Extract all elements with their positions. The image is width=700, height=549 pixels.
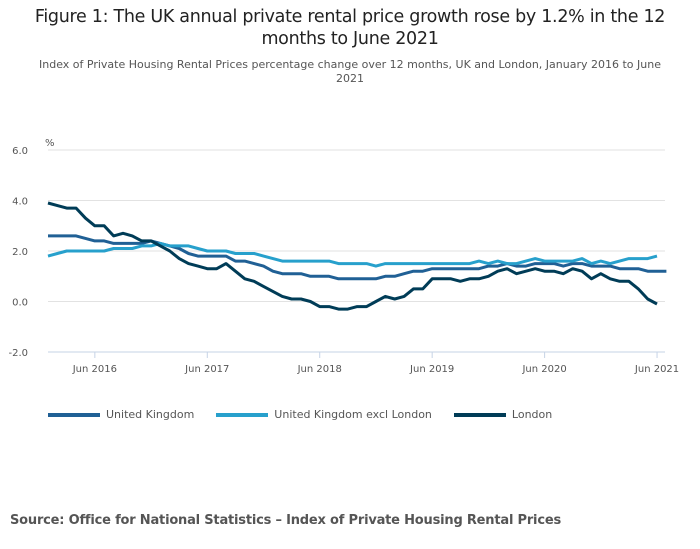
- line-chart: 6.04.02.00.0-2.0 Jun 2016 Jun 2017 Jun 201…: [8, 138, 679, 375]
- chart-subtitle-text: Index of Private Housing Rental Prices p…: [39, 58, 661, 85]
- legend-item-united-kingdom[interactable]: United Kingdom: [48, 408, 194, 421]
- legend-label: United Kingdom: [106, 408, 195, 421]
- chart-subtitle: Index of Private Housing Rental Prices p…: [0, 58, 700, 86]
- x-tick-label: Jun 2021: [634, 364, 679, 375]
- legend-label: United Kingdom excl London: [274, 408, 432, 421]
- legend-swatch: [48, 412, 100, 417]
- y-tick-label: 2.0: [12, 247, 28, 258]
- legend: United Kingdom United Kingdom excl Londo…: [48, 408, 574, 421]
- x-tick-label: Jun 2018: [297, 364, 342, 375]
- x-axis: Jun 2016 Jun 2017 Jun 2018 Jun 2019 Jun 2020…: [72, 352, 679, 375]
- source-note: Source: Office for National Statistics –…: [10, 513, 561, 528]
- legend-item-london[interactable]: London: [453, 408, 553, 421]
- x-tick-label: Jun 2020: [521, 364, 566, 375]
- legend-label: London: [511, 408, 553, 421]
- chart-title: Figure 1: The UK annual private rental p…: [0, 6, 700, 50]
- legend-item-uk-excl-london[interactable]: United Kingdom excl London: [216, 408, 432, 421]
- legend-swatch: [216, 412, 269, 417]
- legend-swatch: [453, 412, 506, 417]
- y-tick-label: 4.0: [12, 197, 28, 208]
- series-line-london[interactable]: [47, 201, 658, 311]
- series-lines: [47, 201, 667, 311]
- x-tick-label: Jun 2019: [409, 364, 454, 375]
- y-axis: 6.0 4.0 2.0 0.0 -2.0: [8, 146, 28, 359]
- y-tick-label: -2.0: [8, 348, 28, 359]
- chart-title-text: Figure 1: The UK annual private rental p…: [34, 7, 666, 49]
- gridlines: [48, 149, 665, 353]
- x-tick-label: Jun 2016: [72, 364, 117, 375]
- y-tick-label: 6.0: [12, 146, 28, 157]
- x-tick-label: Jun 2017: [184, 364, 229, 375]
- y-axis-unit-label: %: [45, 138, 55, 149]
- y-tick-label: 0.0: [12, 298, 28, 309]
- series-line-united-kingdom[interactable]: [48, 234, 667, 281]
- series-line-united-kingdom-excl-london[interactable]: [47, 241, 658, 268]
